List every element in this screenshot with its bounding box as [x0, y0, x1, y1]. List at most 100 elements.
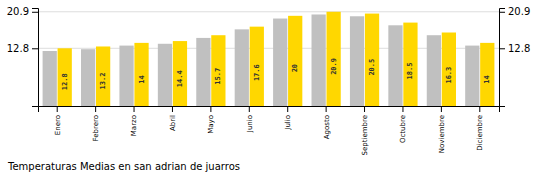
- data-label: 20: [291, 64, 299, 72]
- bar-series: [43, 14, 480, 106]
- tick: 20.9: [499, 6, 530, 17]
- bar: [350, 16, 364, 106]
- tick: Mayo: [207, 106, 215, 134]
- data-label: 12.8: [61, 73, 69, 90]
- tick: Noviembre: [438, 106, 446, 153]
- bar: [465, 46, 479, 106]
- tick-label: Mayo: [207, 115, 215, 134]
- data-label: 20.5: [368, 59, 376, 76]
- tick-mark: [32, 48, 38, 49]
- data-label: 14: [138, 75, 146, 83]
- bar: [119, 46, 133, 106]
- tick: Diciembre: [476, 106, 484, 151]
- tick-mark: [95, 106, 96, 112]
- tick: 12.8: [7, 43, 38, 54]
- data-label: 15.7: [214, 68, 222, 85]
- bar: [96, 46, 110, 106]
- tick: Marzo: [130, 106, 138, 136]
- tick: Abril: [169, 106, 177, 131]
- tick-mark: [499, 12, 505, 13]
- data-label: 16.3: [445, 67, 453, 84]
- bars: [43, 12, 495, 106]
- data-label: 17.6: [253, 64, 261, 81]
- bar: [312, 14, 326, 106]
- tick: 12.8: [499, 43, 530, 54]
- bar: [326, 12, 340, 106]
- tick-mark: [134, 106, 135, 112]
- tick: Agosto: [323, 106, 331, 139]
- tick-label: Noviembre: [438, 115, 446, 153]
- tick-mark: [479, 106, 480, 112]
- title: Temperaturas Medias en san adrian de jua…: [7, 161, 240, 172]
- tick-label: Agosto: [323, 115, 331, 139]
- bar: [43, 51, 57, 106]
- tick-label: Julio: [284, 115, 292, 131]
- y-axis-right: 12.8 20.9: [499, 6, 530, 106]
- chart-container: 12.8 20.9 12.8 20.9 Enero Febrero Marzo Abril Ma…: [0, 0, 537, 174]
- bar: [442, 33, 456, 106]
- bar: [81, 49, 95, 106]
- axis-line: [500, 9, 506, 107]
- tick: 20.9: [7, 6, 38, 17]
- data-label: 14: [483, 75, 491, 83]
- tick-label: Abril: [169, 115, 177, 131]
- bar: [365, 14, 379, 106]
- tick-mark: [402, 106, 403, 112]
- data-label: 13.2: [99, 73, 107, 90]
- y-axis: 12.8 20.9: [7, 6, 39, 106]
- tick: Octubre: [399, 106, 407, 143]
- bar: [388, 25, 402, 106]
- bar: [427, 35, 441, 106]
- bar: [235, 29, 249, 106]
- tick-mark: [32, 12, 38, 13]
- tick-label: 20.9: [508, 6, 530, 17]
- tick-mark: [499, 48, 505, 49]
- tick-label: Junio: [246, 115, 254, 133]
- tick-label: Octubre: [399, 115, 407, 143]
- data-label: 18.5: [406, 63, 414, 80]
- tick-label: 12.8: [7, 43, 29, 54]
- bar: [158, 44, 172, 106]
- tick-mark: [249, 106, 250, 112]
- data-labels: 12.8 13.2 14 14.4 15.7 17.6 20 20.9 20.5 18.5 16.3…: [61, 58, 492, 90]
- grid-line: [38, 11, 499, 12]
- bar: [196, 38, 210, 106]
- x-axis: Enero Febrero Marzo Abril Mayo Junio Julio Agos…: [39, 106, 500, 155]
- bar: [211, 35, 225, 106]
- tick-label: 20.9: [7, 6, 29, 17]
- tick-label: Febrero: [92, 115, 100, 141]
- tick-mark: [441, 106, 442, 112]
- tick-mark: [364, 106, 365, 112]
- tick-mark: [172, 106, 173, 112]
- bar: [134, 43, 148, 106]
- axis-line: [39, 107, 500, 113]
- tick: Junio: [246, 106, 254, 133]
- tick-mark: [287, 106, 288, 112]
- data-label: 20.9: [330, 58, 338, 75]
- tick: Enero: [54, 106, 62, 135]
- data-label: 14.4: [176, 70, 184, 87]
- tick-label: Marzo: [130, 115, 138, 136]
- axis-line: [32, 9, 39, 107]
- tick-label: 12.8: [508, 43, 530, 54]
- tick-label: Septiembre: [361, 115, 369, 155]
- bar: [273, 19, 287, 106]
- tick: Septiembre: [361, 106, 369, 155]
- bar: [58, 48, 72, 106]
- data-label-series: 12.8 13.2 14 14.4 15.7 17.6 20 20.9 20.5 18.5 16.3…: [61, 58, 492, 90]
- bar: [480, 43, 494, 106]
- tick-mark: [57, 106, 58, 112]
- bar-series: [58, 12, 495, 106]
- bar: [250, 27, 264, 106]
- tick: Febrero: [92, 106, 100, 141]
- bar: [288, 16, 302, 106]
- tick-label: Diciembre: [476, 115, 484, 151]
- bar: [403, 23, 417, 106]
- plot-area: 12.8 20.9 12.8 20.9 Enero Febrero Marzo Abril Ma…: [7, 6, 531, 155]
- bar: [173, 41, 187, 106]
- tick-label: Enero: [54, 115, 62, 135]
- tick-mark: [326, 106, 327, 112]
- chart-svg: 12.8 20.9 12.8 20.9 Enero Febrero Marzo Abril Ma…: [0, 0, 537, 174]
- tick: Julio: [284, 106, 292, 131]
- tick-mark: [210, 106, 211, 112]
